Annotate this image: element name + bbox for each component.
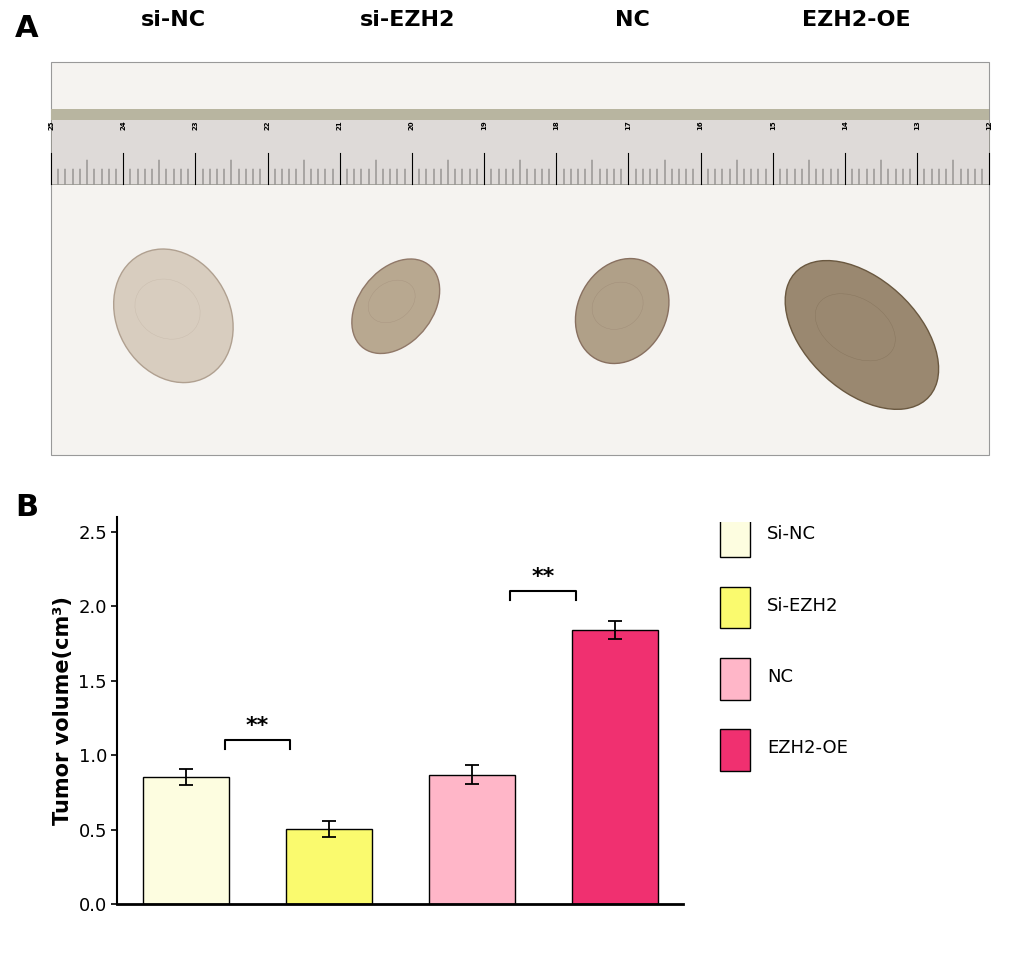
Bar: [51, 62, 988, 455]
Ellipse shape: [575, 258, 668, 364]
Bar: [51, 109, 988, 121]
Ellipse shape: [785, 260, 937, 410]
Ellipse shape: [352, 259, 439, 353]
Text: 22: 22: [264, 121, 270, 130]
Y-axis label: Tumor volume(cm³): Tumor volume(cm³): [53, 596, 72, 825]
Text: si-EZH2: si-EZH2: [360, 10, 455, 30]
Text: NC: NC: [766, 668, 792, 686]
Bar: [285, 829, 371, 904]
Text: **: **: [246, 716, 269, 736]
Ellipse shape: [113, 249, 233, 383]
Bar: [51, 109, 988, 184]
Text: Si-EZH2: Si-EZH2: [766, 596, 838, 614]
Text: B: B: [15, 493, 39, 522]
Text: 13: 13: [913, 121, 919, 130]
Bar: [143, 777, 228, 904]
Text: 25: 25: [48, 121, 54, 130]
Text: 12: 12: [985, 121, 991, 130]
Text: EZH2-OE: EZH2-OE: [766, 739, 847, 757]
Text: 18: 18: [552, 121, 558, 130]
FancyBboxPatch shape: [718, 729, 750, 770]
Text: si-NC: si-NC: [141, 10, 206, 30]
Text: EZH2-OE: EZH2-OE: [802, 10, 910, 30]
FancyBboxPatch shape: [718, 516, 750, 557]
Text: **: **: [531, 567, 554, 587]
Text: 19: 19: [481, 121, 487, 130]
Bar: [572, 630, 657, 904]
Text: 17: 17: [625, 121, 631, 130]
Text: 24: 24: [120, 121, 126, 130]
Text: A: A: [15, 14, 39, 43]
Text: Si-NC: Si-NC: [766, 525, 815, 544]
Text: 16: 16: [697, 121, 703, 130]
Text: 21: 21: [336, 121, 342, 130]
Text: 20: 20: [409, 121, 415, 130]
FancyBboxPatch shape: [718, 658, 750, 700]
Text: NC: NC: [614, 10, 649, 30]
Text: 14: 14: [842, 121, 847, 130]
Text: 23: 23: [193, 121, 198, 130]
Bar: [429, 774, 515, 904]
FancyBboxPatch shape: [718, 587, 750, 629]
Text: 15: 15: [769, 121, 775, 130]
